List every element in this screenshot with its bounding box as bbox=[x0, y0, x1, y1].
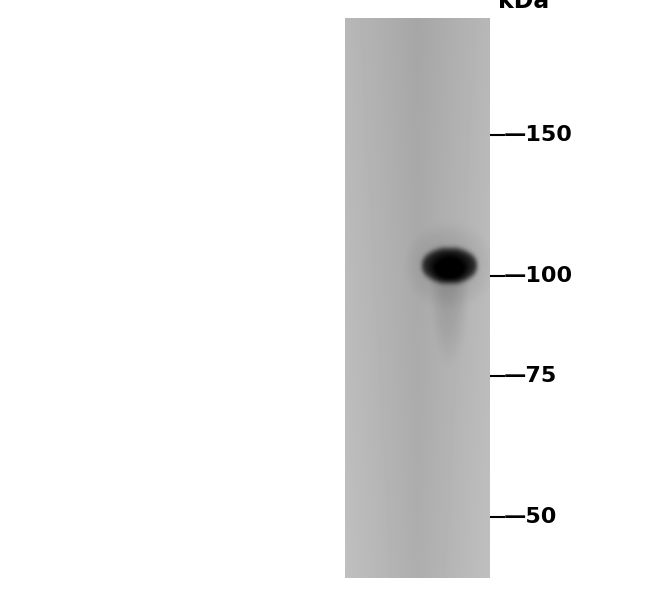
Text: —150: —150 bbox=[504, 125, 573, 145]
Text: kDa: kDa bbox=[498, 0, 549, 13]
Text: —50: —50 bbox=[504, 507, 558, 527]
Text: —100: —100 bbox=[504, 266, 573, 286]
Text: —75: —75 bbox=[504, 366, 557, 386]
